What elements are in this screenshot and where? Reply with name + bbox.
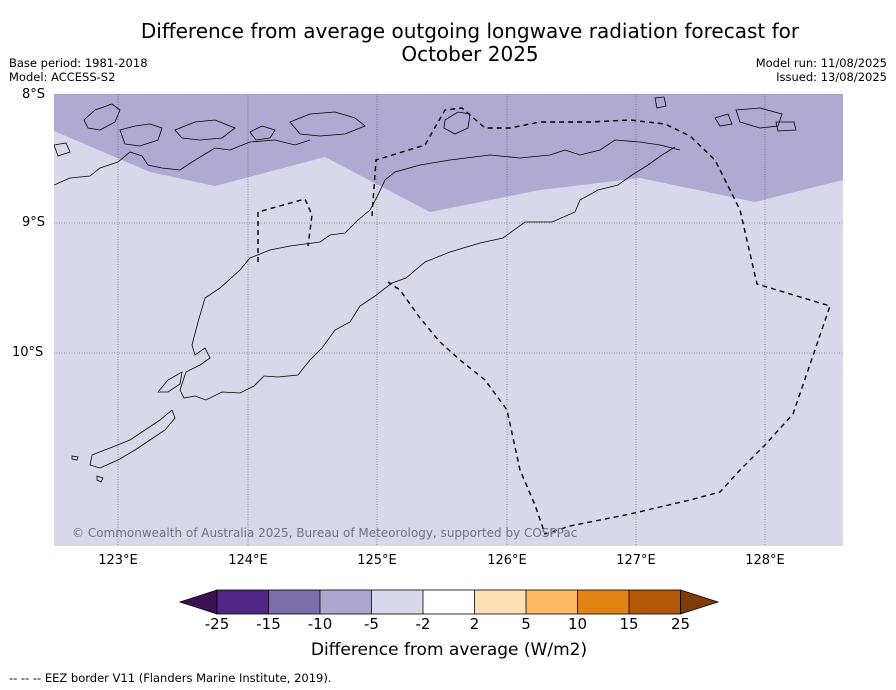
colorbar-bin-7 [526, 590, 578, 614]
eez-border [257, 107, 831, 535]
colorbar-extend-high [680, 589, 720, 615]
model-text: Model: ACCESS-S2 [9, 70, 116, 84]
base-period-text: Base period: 1981-2018 [9, 56, 148, 70]
gridlines [54, 94, 843, 546]
lon-label-127e: 127°E [616, 553, 656, 568]
model-run-text: Model run: 11/08/2025 [755, 56, 887, 70]
colorbar-bin-5 [423, 590, 475, 614]
colorbar-tick-label: 25 [670, 615, 691, 633]
colorbar-tick-label: -5 [364, 615, 379, 633]
colorbar-tick-label: -15 [256, 615, 281, 633]
lat-label-10s: 10°S [12, 345, 44, 360]
map-title: Difference from average outgoing longwav… [110, 20, 830, 66]
colorbar-tick-label: 10 [567, 615, 588, 633]
map-title-line-1: Difference from average outgoing longwav… [140, 19, 800, 43]
colorbar-tick-label: -2 [415, 615, 431, 633]
colorbar-bin-3 [320, 590, 372, 614]
copyright-text: © Commonwealth of Australia 2025, Bureau… [72, 526, 578, 540]
issued-text: Issued: 13/08/2025 [776, 70, 887, 84]
colorbar [178, 589, 720, 615]
colorbar-bin-1 [217, 590, 269, 614]
colorbar-title: Difference from average (W/m2) [310, 640, 588, 660]
coastlines [54, 96, 797, 483]
lon-label-126e: 126°E [487, 553, 527, 568]
colorbar-tick-label: 15 [619, 615, 639, 633]
colorbar-bin-4 [371, 590, 423, 614]
lat-label-9s: 9°S [22, 215, 46, 230]
colorbar-bin-8 [577, 590, 629, 614]
colorbar-tick-label: -10 [307, 615, 333, 633]
lat-label-8s: 8°S [22, 87, 46, 102]
fill-mid-lavender [54, 94, 843, 212]
meta-left: Base period: 1981-2018 Model: ACCESS-S2 [9, 56, 148, 84]
colorbar-tick-label: 2 [469, 615, 480, 633]
lon-label-128e: 128°E [745, 553, 785, 568]
colorbar-bin-2 [268, 590, 320, 614]
colorbar-tick-label: -25 [204, 615, 230, 633]
colorbar-bin-6 [474, 590, 526, 614]
colorbar-bin-9 [629, 590, 681, 614]
lon-label-124e: 124°E [228, 553, 268, 568]
meta-right: Model run: 11/08/2025 Issued: 13/08/2025 [756, 56, 887, 84]
lon-label-123e: 123°E [98, 553, 138, 568]
colorbar-extend-low [178, 589, 218, 615]
footer-eez-note: -- -- -- EEZ border V11 (Flanders Marine… [9, 671, 332, 685]
lon-label-125e: 125°E [357, 553, 397, 568]
map-title-line-2: October 2025 [401, 42, 539, 66]
colorbar-tick-label: 5 [521, 615, 531, 633]
